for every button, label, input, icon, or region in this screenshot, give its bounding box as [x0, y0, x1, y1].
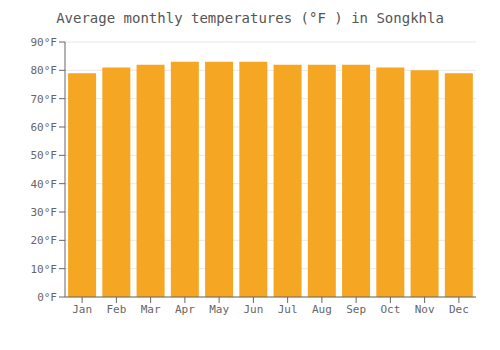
svg-text:0°F: 0°F [37, 291, 57, 304]
svg-text:Feb: Feb [106, 303, 126, 316]
svg-text:May: May [209, 303, 229, 316]
svg-text:10°F: 10°F [31, 263, 58, 276]
svg-text:Apr: Apr [175, 303, 195, 316]
svg-text:30°F: 30°F [31, 206, 58, 219]
svg-text:Dec: Dec [449, 303, 469, 316]
html-text:Average monthly temperatures (: Average monthly temperatures (°F ) in So… [56, 10, 444, 26]
svg-text:20°F: 20°F [31, 234, 58, 247]
svg-text:40°F: 40°F [31, 178, 58, 191]
svg-text:Jul: Jul [278, 303, 298, 316]
svg-text:Nov: Nov [415, 303, 435, 316]
svg-text:50°F: 50°F [31, 149, 58, 162]
svg-text:90°F: 90°F [31, 36, 58, 49]
svg-text:Sep: Sep [346, 303, 366, 316]
svg-text:Aug: Aug [312, 303, 332, 316]
svg-text:Jan: Jan [72, 303, 92, 316]
svg-text:Jun: Jun [243, 303, 263, 316]
svg-text:70°F: 70°F [31, 93, 58, 106]
svg-text:Mar: Mar [141, 303, 161, 316]
svg-text:Oct: Oct [380, 303, 400, 316]
svg-text:80°F: 80°F [31, 64, 58, 77]
svg-text:60°F: 60°F [31, 121, 58, 134]
